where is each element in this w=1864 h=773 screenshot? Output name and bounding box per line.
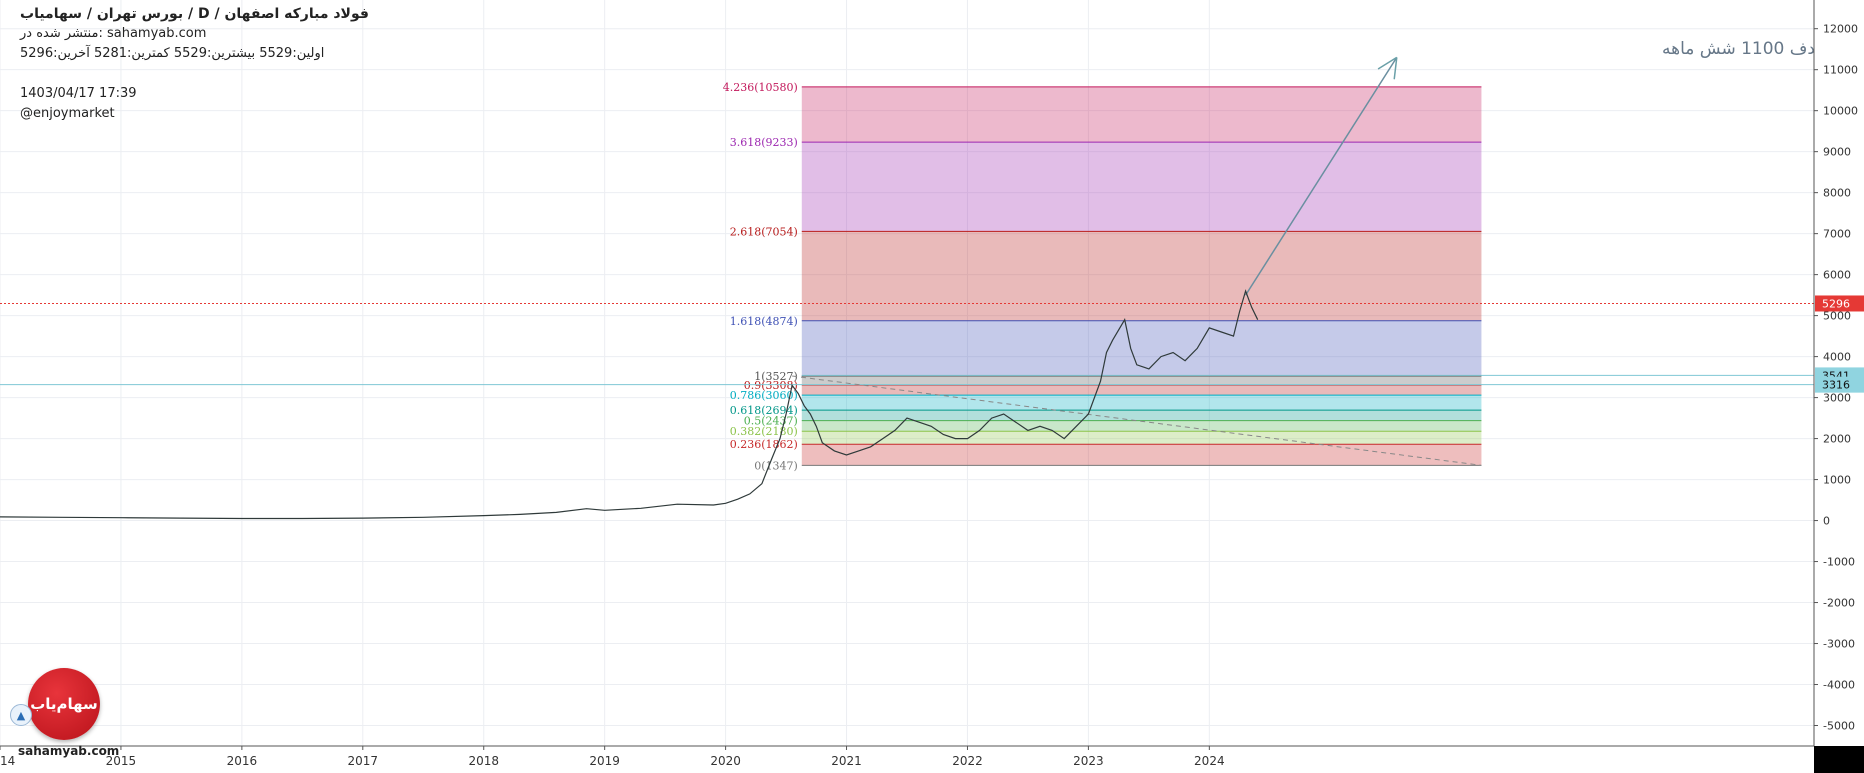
price-tick-label: 2000 [1823, 433, 1851, 446]
price-tick-label: 6000 [1823, 269, 1851, 282]
price-tick-label: -1000 [1823, 556, 1855, 569]
time-tick-label: 2017 [348, 754, 379, 768]
price-tick-label: 11000 [1823, 64, 1858, 77]
fib-zone [801, 431, 1482, 445]
fib-zone [801, 410, 1482, 421]
ohlc-values: اولین:5529 بیشترین:5529 کمترین:5281 آخری… [20, 46, 325, 61]
fib-zone [801, 395, 1482, 411]
fib-level-label: 4.236(10580) [723, 81, 798, 94]
price-tick-label: 8000 [1823, 187, 1851, 200]
fib-zone [801, 86, 1482, 143]
time-tick-label: 2024 [1194, 754, 1225, 768]
price-tick-label: 12000 [1823, 23, 1858, 36]
time-tick-label: 2023 [1073, 754, 1104, 768]
time-tick-label: 2014 [0, 754, 15, 768]
drawing-lines: هدف 1100 شش ماهه [0, 39, 1864, 466]
price-series [0, 289, 1259, 520]
fib-level-label: 0.618(2694) [730, 404, 798, 417]
price-tick-label: 7000 [1823, 228, 1851, 241]
time-tick-label: 2018 [468, 754, 499, 768]
price-label: 3316 [1822, 379, 1850, 392]
fib-zone [801, 231, 1482, 321]
author-handle: @enjoymarket [20, 106, 115, 121]
target-arrow [1244, 56, 1398, 296]
fib-level-label: 0.9(3308) [744, 379, 798, 392]
fib-level-label: 0.236(1862) [730, 438, 798, 451]
fib-level-label: 0.786(3060) [730, 389, 798, 402]
time-tick-label: 2015 [106, 754, 137, 768]
chart-grid [0, 0, 1814, 746]
logo-text: سهام‌یاب [30, 695, 98, 713]
publish-datetime: 1403/04/17 17:39 [20, 86, 137, 101]
time-tick-label: 2022 [952, 754, 983, 768]
fib-level-label: 3.618(9233) [730, 136, 798, 149]
price-tick-label: 9000 [1823, 146, 1851, 159]
time-tick-label: 2016 [227, 754, 258, 768]
time-axis: 2014 2015 2016 2017 2018 2019 2020 2021 2022 2023… [0, 745, 1814, 768]
watermark-text: sahamyab.com [18, 744, 120, 758]
target-arrow-head [1377, 56, 1398, 70]
price-tick-label: 0 [1823, 515, 1830, 528]
price-tick-label: -4000 [1823, 679, 1855, 692]
trend-line [792, 375, 1482, 466]
price-tick-label: -2000 [1823, 597, 1855, 610]
fib-zone [801, 375, 1482, 385]
tradingview-icon: ▲ [10, 704, 32, 726]
time-tick-label: 2020 [710, 754, 741, 768]
fib-zone [801, 320, 1482, 376]
fib-zone [801, 384, 1482, 396]
price-tick-label: 3000 [1823, 392, 1851, 405]
price-label: 5296 [1822, 297, 1850, 310]
chart-title: فولاد مبارکه اصفهان / D / بورس تهران / س… [20, 6, 369, 22]
price-tick-label: 4000 [1823, 351, 1851, 364]
price-line [0, 289, 1259, 520]
fib-zone [801, 142, 1482, 232]
time-tick-label: 2021 [831, 754, 862, 768]
price-axis: 1200011000100009000800070006000500040003… [1813, 0, 1864, 746]
sahamyab-logo-icon: سهام‌یاب [28, 668, 100, 740]
fib-level-label: 0(1347) [754, 459, 798, 472]
fib-level-label: 0.382(2180) [730, 425, 798, 438]
published-on: منتشر شده در: sahamyab.com [20, 26, 207, 41]
fib-zone [801, 444, 1482, 466]
target-arrow-head [1393, 57, 1398, 80]
price-tick-label: 1000 [1823, 474, 1851, 487]
fibonacci-extension: 4.236(10580) 3.618(9233) 2.618(7054) 1.618(… [723, 81, 1482, 472]
price-tick-label: 5000 [1823, 310, 1851, 323]
fib-level-label: 1.618(4874) [730, 315, 798, 328]
fib-level-label: 1(3527) [754, 370, 798, 383]
axis-corner [1814, 746, 1864, 773]
fib-level-label: 0.5(2437) [744, 415, 798, 428]
price-label-bg [1815, 295, 1864, 312]
fib-zone [801, 420, 1482, 432]
price-tick-label: -5000 [1823, 720, 1855, 733]
fib-level-label: 2.618(7054) [730, 225, 798, 238]
target-annotation: هدف 1100 شش ماهه [1662, 39, 1825, 59]
price-tick-label: -3000 [1823, 638, 1855, 651]
time-tick-label: 2019 [589, 754, 620, 768]
price-label-bg [1815, 376, 1864, 393]
price-tick-label: 10000 [1823, 105, 1858, 118]
